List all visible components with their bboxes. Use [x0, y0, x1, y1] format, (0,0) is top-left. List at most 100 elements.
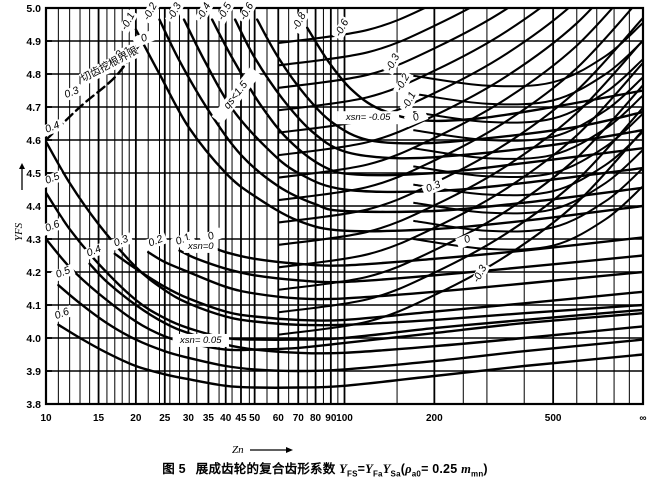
y-axis-title-text: YFS — [13, 222, 25, 241]
plot-frame — [44, 6, 645, 406]
x-tick-label: 40 — [220, 413, 232, 424]
y-tick-label: 4.4 — [26, 201, 41, 213]
annotation-text: xsn= 0.05 — [179, 335, 222, 346]
label-backdrop — [143, 232, 169, 251]
curve-label: 0.2 — [147, 233, 165, 250]
curve-label: 0.5 — [43, 170, 61, 187]
x-tick-label: 35 — [203, 413, 215, 424]
curve-label: 0.3 — [63, 84, 81, 101]
figure-caption-text: 展成齿轮的复合齿形系数 — [195, 462, 336, 476]
fan-curve — [413, 40, 643, 106]
curve — [113, 252, 643, 322]
label-backdrop — [237, 0, 258, 25]
annotation-text: xsn= -0.05 — [345, 112, 391, 123]
x-tick-label: 10 — [40, 413, 52, 424]
label-backdrop — [140, 0, 161, 25]
curve-label: 0 — [206, 230, 216, 243]
x-tick-label: ∞ — [639, 413, 646, 424]
fan-curve — [278, 8, 594, 157]
curve — [57, 284, 643, 373]
y-tick-label: 4.8 — [26, 69, 41, 81]
x-tick-label: 25 — [159, 413, 171, 424]
label-backdrop — [289, 9, 310, 34]
label-backdrop — [399, 88, 420, 114]
fan-curve — [278, 8, 634, 202]
y-tick-label: 4.6 — [26, 135, 41, 147]
y-tick-label: 4.1 — [26, 300, 41, 312]
curve-label: 0.5 — [54, 264, 72, 281]
y-tick-label: 4.0 — [26, 333, 41, 345]
label-backdrop — [40, 169, 65, 189]
caption-rho-sub: a0 — [411, 469, 422, 479]
label-backdrop — [421, 177, 446, 197]
label-backdrop — [393, 70, 414, 96]
label-backdrop — [403, 108, 429, 128]
curve — [207, 236, 643, 267]
curve — [233, 18, 643, 160]
fan-curve — [413, 167, 643, 233]
fan-curve — [278, 8, 614, 179]
curve — [46, 140, 643, 327]
caption-ysa: Y — [382, 462, 391, 476]
label-backdrop — [81, 242, 107, 261]
caption-ysa-sub: Sa — [390, 469, 401, 479]
y-tick-label: 5.0 — [26, 3, 41, 15]
label-backdrop — [383, 50, 404, 76]
curve-label: 0.6 — [43, 218, 61, 235]
chart-curves — [46, 8, 643, 389]
curve-label: 0 — [139, 32, 149, 45]
annotation-xsn-pos005: xsn= 0.05 — [172, 333, 229, 347]
curve-label: 0.4 — [43, 119, 61, 136]
label-backdrop — [470, 261, 491, 287]
x-tick-label: 90 — [325, 413, 337, 424]
x-tick-label: 50 — [249, 413, 261, 424]
label-backdrop — [109, 232, 134, 251]
label-backdrop — [194, 0, 215, 25]
curve-label: 0.3 — [424, 178, 442, 195]
curve-label: 0.6 — [53, 305, 71, 322]
curve — [158, 18, 643, 214]
label-backdrop — [170, 230, 196, 250]
curve — [178, 249, 643, 284]
label-backdrop — [215, 0, 236, 25]
x-axis-tick-labels: 10 15 20 25 30 35 40 45 50 60 70 80 90 100 200 500 ∞ — [40, 413, 646, 424]
caption-m: m — [461, 462, 471, 476]
label-backdrop — [118, 9, 139, 34]
curve — [147, 251, 643, 301]
caption-rho-eq: = 0.25 — [421, 462, 458, 476]
curve — [46, 237, 643, 352]
label-backdrop — [59, 83, 85, 103]
y-tick-label: 4.5 — [26, 168, 41, 180]
curve-label: 0 — [462, 233, 472, 246]
y-tick-label: 4.2 — [26, 267, 41, 279]
caption-rho: ρ — [405, 462, 412, 476]
fan-curve — [278, 8, 428, 45]
curve-label: 0 — [411, 111, 421, 124]
fan-curve — [278, 8, 510, 89]
label-backdrop — [40, 118, 65, 138]
fan-curve — [413, 58, 643, 124]
x-tick-label: 500 — [545, 413, 562, 424]
label-backdrop — [132, 29, 157, 48]
caption-m-sub: mn — [471, 469, 484, 479]
label-backdrop — [50, 263, 76, 283]
y-tick-label: 3.9 — [26, 366, 41, 378]
grid-major — [45, 7, 644, 405]
annotation-text: xsn=0 — [187, 241, 214, 252]
x-axis-title: Zn — [232, 444, 293, 456]
label-backdrop — [455, 230, 480, 250]
fan-curve — [278, 17, 643, 224]
caption-yfs-sub: FS — [346, 469, 358, 479]
caption-paren-close: ) — [483, 462, 488, 476]
figure-caption: 图 5 展成齿轮的复合齿形系数 YFS=YFaYSa(ρa0= 0.25 mmn) — [0, 458, 650, 479]
label-backdrop — [40, 217, 65, 237]
x-axis-title-text: Zn — [232, 444, 244, 456]
figure-number: 图 5 — [162, 462, 186, 476]
label-backdrop — [164, 0, 185, 25]
fan-curve — [413, 76, 643, 142]
fan-curve — [413, 149, 643, 215]
fan-curve — [278, 62, 643, 269]
y-tick-label: 3.8 — [26, 399, 41, 411]
y-axis-tick-labels: 5.0 4.9 4.8 4.7 4.6 4.5 4.4 4.3 4.2 4.1 4.0 3.9 3.8 — [26, 3, 41, 411]
fan-curve — [278, 8, 472, 67]
